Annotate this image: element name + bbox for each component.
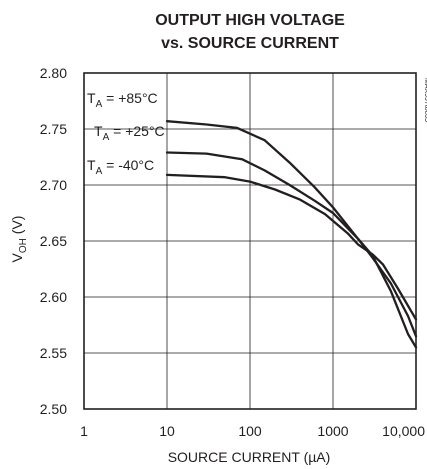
- x-tick-label: 100: [238, 423, 262, 439]
- series-line: [165, 173, 418, 321]
- y-tick-label: 2.80: [40, 65, 67, 81]
- series-label-rest: = +25°C: [109, 123, 164, 139]
- y-tick-label: 2.70: [40, 177, 67, 193]
- series-label-sub: A: [96, 166, 103, 177]
- y-tick-label: 2.60: [40, 289, 67, 305]
- x-tick-labels: 1 10 100 1000 10,000: [80, 423, 425, 439]
- x-tick-label: 10,000: [382, 423, 425, 439]
- y-axis-label: VOH (V): [9, 216, 29, 263]
- y-tick-label: 2.55: [40, 345, 67, 361]
- series-line: [165, 120, 418, 349]
- series-label-main: T: [87, 157, 96, 173]
- series-lines: [165, 120, 418, 349]
- y-tick-label: 2.75: [40, 121, 67, 137]
- series-label-rest: = -40°C: [102, 157, 154, 173]
- chart-subtitle: vs. SOURCE CURRENT: [161, 35, 339, 52]
- series-label-rest: = +85°C: [102, 90, 157, 106]
- series-label-main: T: [94, 123, 103, 139]
- series-label: TA = -40°C: [87, 157, 154, 177]
- series-label-main: T: [87, 90, 96, 106]
- plot-frame: [83, 72, 417, 410]
- series-label-sub: A: [96, 99, 103, 110]
- series-label-sub: A: [103, 132, 110, 143]
- x-tick-label: 1: [80, 423, 88, 439]
- y-tick-label: 2.50: [40, 401, 67, 417]
- reference-id: MAX997toc05: [423, 78, 427, 122]
- series-label: TA = +85°C: [87, 90, 158, 110]
- series-label: TA = +25°C: [94, 123, 165, 143]
- x-axis-label: SOURCE CURRENT (µA): [168, 449, 331, 465]
- x-tick-label: 1000: [317, 423, 348, 439]
- series-labels: TA = +85°CTA = +25°CTA = -40°C: [87, 90, 165, 177]
- y-axis-label-unit: (V): [9, 216, 25, 239]
- y-tick-labels: 2.50 2.55 2.60 2.65 2.70 2.75 2.80: [40, 65, 67, 417]
- series-line: [165, 151, 418, 338]
- chart-title: OUTPUT HIGH VOLTAGE: [155, 12, 345, 29]
- x-tick-label: 10: [159, 423, 175, 439]
- y-axis-label-main: V: [9, 252, 25, 262]
- y-tick-label: 2.65: [40, 233, 67, 249]
- y-axis-label-sub: OH: [18, 238, 29, 253]
